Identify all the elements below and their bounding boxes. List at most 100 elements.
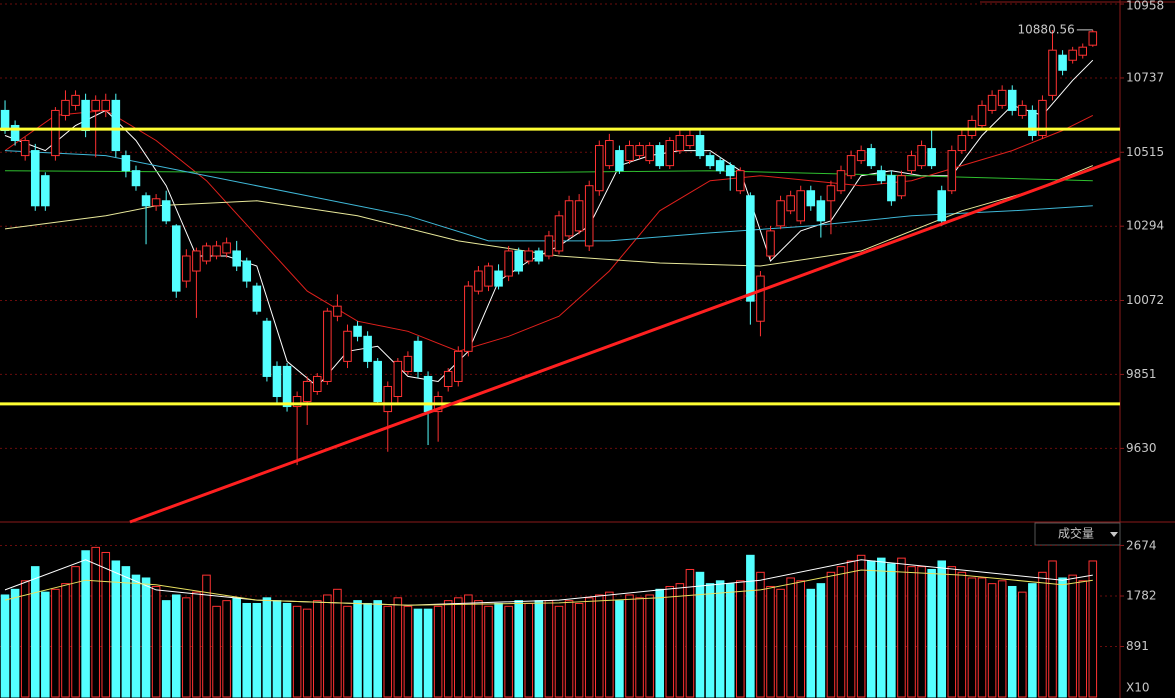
volume-bar	[242, 602, 252, 698]
volume-bar	[595, 594, 604, 698]
volume-bar	[262, 597, 272, 698]
volume-bar	[927, 568, 936, 698]
candle-body	[615, 150, 624, 172]
volume-bar	[836, 566, 846, 698]
candle-body	[363, 335, 372, 362]
candle-body	[635, 145, 644, 157]
volume-bar	[564, 600, 574, 698]
volume-bar	[1088, 560, 1098, 698]
candle-body	[171, 225, 181, 292]
volume-bar	[776, 588, 785, 698]
volume-bar	[504, 605, 513, 698]
y-tick-label: 9851	[1126, 367, 1157, 381]
y-tick-label: 9630	[1126, 441, 1157, 455]
volume-bar	[806, 588, 816, 698]
volume-bar	[786, 577, 795, 698]
candle-body	[0, 109, 10, 132]
candle-body	[846, 155, 856, 177]
candle-body	[736, 170, 745, 192]
volume-bar	[232, 597, 241, 698]
candle-body	[887, 175, 896, 202]
volume-bar	[182, 597, 191, 698]
candle-body	[776, 200, 785, 227]
volume-bar	[937, 560, 947, 698]
candle-body	[353, 325, 362, 337]
candle-body	[232, 250, 241, 267]
y-tick-label: 10072	[1126, 293, 1164, 307]
candle-body	[272, 365, 282, 398]
candle-body	[584, 185, 594, 247]
volume-bar	[695, 571, 705, 698]
volume-bar	[766, 585, 775, 698]
candle-body	[182, 255, 191, 282]
volume-bar	[574, 602, 584, 698]
volume-bar	[41, 591, 50, 698]
volume-label[interactable]: 成交量	[1058, 526, 1094, 541]
dropdown-arrow[interactable]	[1110, 532, 1118, 537]
selector-box[interactable]	[1034, 522, 1121, 546]
volume-bar	[635, 597, 644, 698]
volume-bar	[353, 600, 362, 698]
candle-body	[141, 195, 151, 207]
volume-bar	[252, 602, 262, 698]
candle-body	[292, 396, 302, 408]
candle-body	[756, 275, 765, 322]
volume-bar	[121, 566, 131, 698]
candle-body	[1048, 49, 1057, 96]
y-tick-label: 10737	[1126, 70, 1164, 84]
volume-bar	[514, 600, 523, 698]
candle-body	[151, 198, 161, 207]
volume-bar	[1028, 583, 1037, 698]
volume-bar	[987, 583, 997, 698]
candle-body	[212, 245, 221, 257]
volume-bar	[161, 600, 171, 698]
candle-body	[645, 145, 654, 162]
volume-bar	[736, 580, 745, 698]
candle-body	[1028, 109, 1037, 137]
candle-body	[685, 135, 695, 147]
y-tick-label: 2674	[1126, 539, 1157, 553]
candle-body	[675, 135, 685, 152]
volume-bar	[413, 608, 423, 698]
candle-body	[695, 135, 705, 157]
candle-body	[20, 140, 30, 157]
volume-bar	[1007, 585, 1017, 698]
volume-bar	[91, 546, 100, 698]
trend-line	[129, 157, 1121, 524]
volume-bar	[897, 557, 906, 698]
candle-body	[423, 375, 433, 413]
candle-body	[725, 165, 735, 177]
candle-body	[907, 155, 916, 172]
volume-bar	[1078, 580, 1088, 698]
volume-bar	[192, 591, 201, 698]
volume-bar	[524, 602, 534, 698]
volume-bar	[796, 580, 805, 698]
y-tick-label: 10958	[1126, 0, 1164, 13]
candle-body	[595, 145, 604, 192]
volume-bar	[373, 600, 382, 698]
volume-bar	[71, 566, 80, 698]
volume-selector[interactable]: 成交量	[1034, 522, 1121, 546]
candle-body	[665, 140, 675, 167]
candle-body	[51, 109, 60, 157]
volume-bar	[403, 605, 413, 698]
candle-body	[393, 360, 403, 398]
candle-body	[403, 355, 413, 372]
volume-bar	[312, 600, 322, 698]
candle-body	[484, 265, 493, 287]
volume-bar	[675, 583, 685, 698]
candle-body	[252, 285, 262, 312]
candle-body	[192, 250, 201, 272]
volume-bar	[30, 566, 40, 698]
volume-bar	[1018, 591, 1027, 698]
volume-bar	[10, 588, 20, 698]
candle-body	[705, 155, 715, 167]
volume-bar	[534, 600, 544, 698]
candle-body	[504, 250, 513, 277]
candle-body	[866, 148, 876, 167]
volume-average	[4, 569, 1093, 606]
volume-bar	[101, 551, 111, 698]
volume-bar	[272, 600, 282, 698]
candle-body	[977, 104, 987, 126]
